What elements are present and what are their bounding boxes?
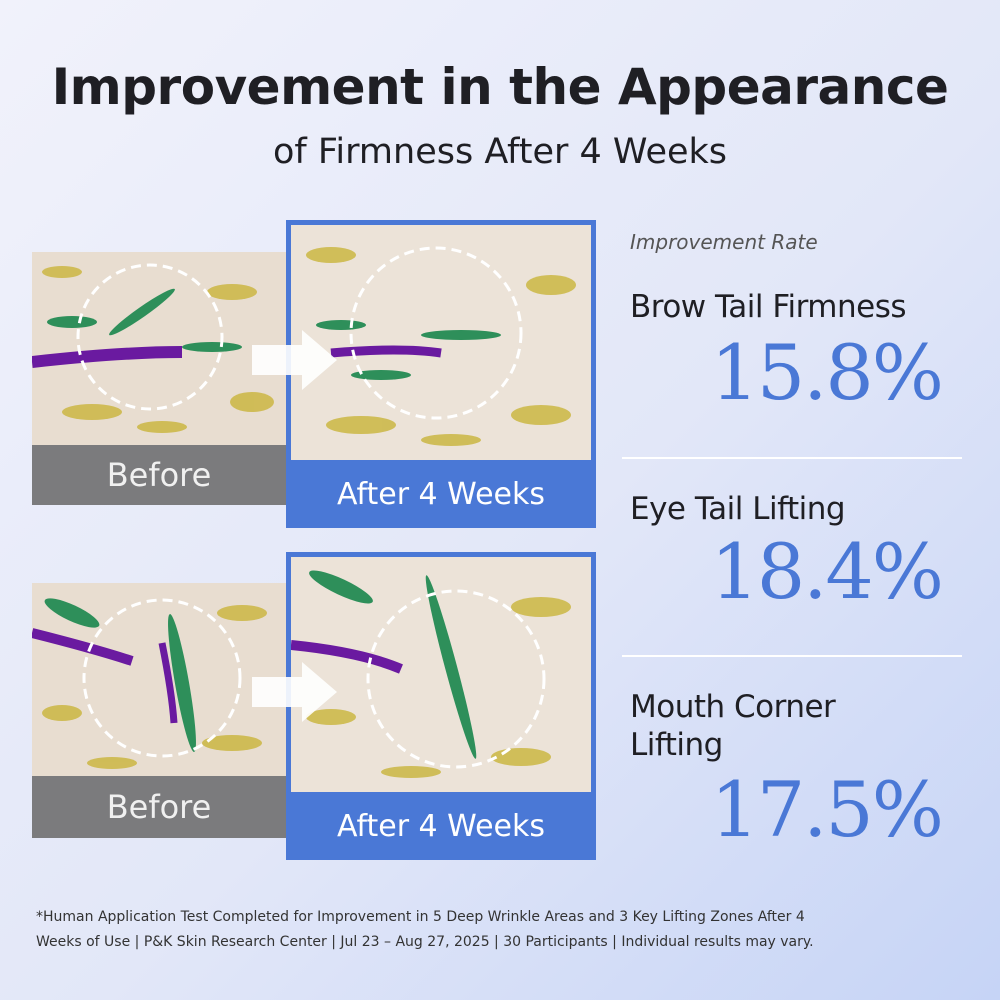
after-label: After 4 Weeks (336, 476, 546, 512)
results-label: Improvement Rate (630, 230, 818, 254)
after-label: After 4 Weeks (336, 808, 546, 844)
before-label: Before (32, 445, 286, 505)
arrow (252, 662, 337, 722)
arrow (252, 330, 337, 390)
after-image (291, 225, 591, 460)
before-label: Before (32, 776, 286, 838)
title: Improvement in the Appearance (51, 58, 949, 116)
subtitle: of Firmness After 4 Weeks (272, 132, 728, 172)
divider (622, 457, 962, 459)
result-value: 15.8% (710, 328, 944, 417)
before-image (32, 252, 286, 445)
before-image (32, 583, 286, 776)
after-image (291, 557, 591, 792)
result-name: Mouth Corner Lifting (630, 689, 836, 763)
footnote: *Human Application Test Completed for Im… (36, 909, 814, 950)
result-name: Brow Tail Firmness (630, 289, 907, 325)
divider (622, 655, 962, 657)
result-name: Eye Tail Lifting (630, 491, 846, 527)
result-value: 17.5% (710, 765, 944, 854)
result-value: 18.4% (710, 527, 944, 616)
